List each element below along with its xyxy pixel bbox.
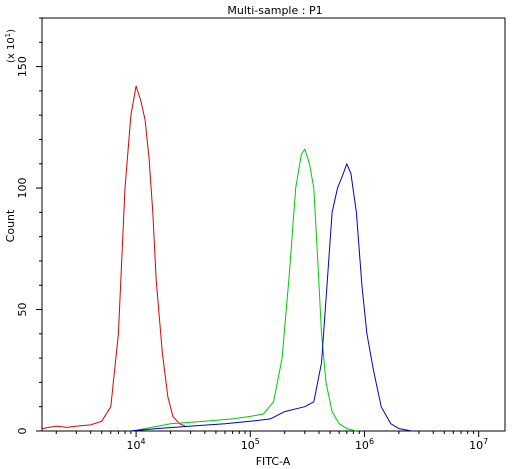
x-tick-label-base: 10 xyxy=(355,439,369,452)
y-multiplier-close: ) xyxy=(6,29,17,33)
x-tick-label: 107 xyxy=(469,437,488,452)
x-tick-label-base: 10 xyxy=(127,439,141,452)
x-tick-label-exponent: 6 xyxy=(369,437,374,446)
y-axis-label: Count xyxy=(4,209,17,242)
x-tick-label-exponent: 7 xyxy=(483,437,488,446)
series-line-1 xyxy=(41,85,186,430)
chart-title: Multi-sample : P1 xyxy=(227,4,322,17)
y-multiplier-label: (x 101) xyxy=(4,29,17,63)
y-multiplier-text: (x 10 xyxy=(6,37,17,63)
series-line-3 xyxy=(130,163,412,432)
y-tick-label: 100 xyxy=(16,178,29,199)
x-tick-label-exponent: 4 xyxy=(141,437,146,446)
y-tick-label: 0 xyxy=(16,428,29,435)
x-tick-label-exponent: 5 xyxy=(255,437,260,446)
x-tick-label: 105 xyxy=(241,437,260,452)
y-axis-ticks: 0 50 100 150 xyxy=(16,17,42,435)
series-line-2 xyxy=(130,148,357,432)
plot-frame xyxy=(41,17,506,432)
x-tick-label: 104 xyxy=(127,437,146,452)
x-axis-label: FITC-A xyxy=(256,455,291,468)
y-multiplier-exponent: 1 xyxy=(4,33,12,37)
x-tick-label: 106 xyxy=(355,437,374,452)
x-tick-label-base: 10 xyxy=(241,439,255,452)
series-layer xyxy=(41,85,412,432)
x-axis-ticks: 104 105 106 107 xyxy=(55,431,488,452)
y-tick-label: 50 xyxy=(16,303,29,317)
y-tick-label: 150 xyxy=(16,56,29,77)
x-tick-label-base: 10 xyxy=(469,439,483,452)
